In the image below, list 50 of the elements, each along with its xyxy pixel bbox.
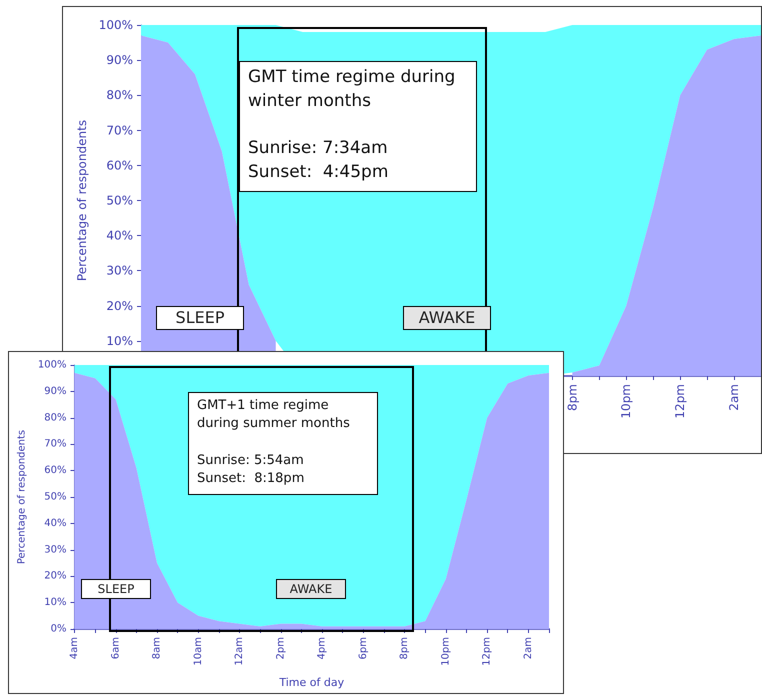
annotation: Sunrise: 7:34am xyxy=(248,137,389,160)
y-tick-label: 100% xyxy=(98,18,133,32)
y-tick-label: 80% xyxy=(106,88,133,102)
y-axis-title: Percentage of respondents xyxy=(74,120,89,282)
y-tick-label: 60% xyxy=(106,158,133,172)
x-tick-label: 2pm xyxy=(275,637,286,660)
annotation: Sunset: 8:18pm xyxy=(197,470,306,488)
x-tick-label: 4am xyxy=(68,637,80,660)
y-axis-title: Percentage of respondents xyxy=(16,430,28,564)
annotation: GMT+1 time regime during summer months xyxy=(197,397,351,434)
y-tick-label: 100% xyxy=(38,360,66,370)
y-tick-label: 70% xyxy=(106,123,133,138)
x-tick-label: 10pm xyxy=(440,637,452,666)
x-tick-label: 2am xyxy=(727,384,742,411)
y-tick-label: 30% xyxy=(106,264,133,278)
y-tick-label: 40% xyxy=(44,518,66,529)
series-label: SLEEP xyxy=(156,306,244,330)
y-tick-label: 50% xyxy=(106,194,133,208)
x-tick-label: 6pm xyxy=(358,637,369,660)
y-tick-label: 20% xyxy=(44,570,66,582)
y-tick-label: 50% xyxy=(44,492,66,502)
y-tick-label: 60% xyxy=(44,465,66,476)
y-tick-label: 30% xyxy=(44,544,66,556)
annotation: Sunset: 4:45pm xyxy=(248,161,390,184)
x-axis-title: Time of day xyxy=(278,676,345,689)
x-tick-label: 12pm xyxy=(482,637,493,666)
y-tick-label: 10% xyxy=(44,597,66,608)
y-tick-label: 40% xyxy=(106,228,133,243)
x-tick-label: 10am xyxy=(192,637,204,666)
annotation: GMT time regime during winter months xyxy=(248,66,456,113)
series-label: AWAKE xyxy=(403,306,491,330)
x-tick-label: 8pm xyxy=(399,637,410,660)
x-tick-label: 12am xyxy=(234,637,246,666)
x-tick-label: 4pm xyxy=(316,637,328,660)
series-label: SLEEP xyxy=(81,579,151,599)
y-tick-label: 20% xyxy=(106,298,133,313)
y-tick-label: 0% xyxy=(50,624,66,634)
y-tick-label: 10% xyxy=(106,334,133,348)
series-label: AWAKE xyxy=(276,579,346,599)
y-tick-label: 70% xyxy=(44,438,66,450)
x-tick-label: 2am xyxy=(522,637,534,660)
x-tick-label: 6am xyxy=(110,637,122,660)
y-tick-label: 80% xyxy=(44,412,66,424)
x-tick-label: 10pm xyxy=(619,384,634,419)
x-tick-label: 8am xyxy=(152,637,163,660)
y-tick-label: 90% xyxy=(44,386,66,397)
annotation: Sunrise: 5:54am xyxy=(197,452,305,470)
y-tick-label: 90% xyxy=(106,53,133,68)
x-tick-label: 12pm xyxy=(673,384,688,419)
x-tick-label: 8pm xyxy=(565,384,580,411)
